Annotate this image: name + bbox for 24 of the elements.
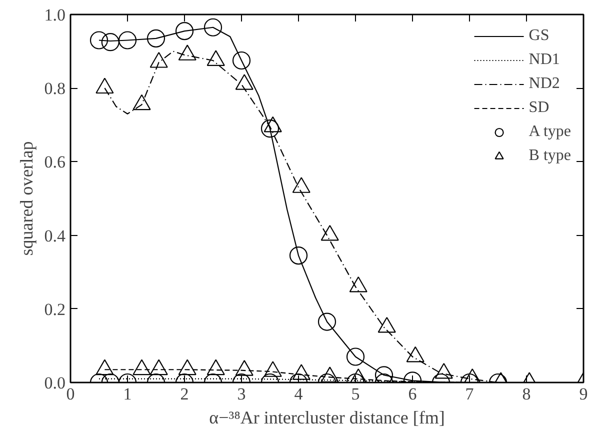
x-tick-label: 3 [237, 384, 246, 404]
legend-label: ND1 [528, 51, 560, 69]
x-tick-label: 9 [579, 384, 588, 404]
legend-label: A type [528, 123, 571, 141]
y-tick-label: 0.6 [44, 152, 66, 172]
x-tick-label: 8 [522, 384, 531, 404]
legend-label: B type [528, 147, 571, 165]
y-axis-title: squared overlap [16, 141, 36, 256]
legend-label: SD [528, 99, 550, 117]
y-tick-label: 0.0 [44, 374, 66, 392]
x-tick-label: 4 [294, 384, 304, 404]
x-tick-label: 2 [180, 384, 189, 404]
x-tick-label: 1 [123, 384, 132, 404]
legend-label: GS [528, 27, 550, 45]
x-tick-label: 6 [408, 384, 417, 404]
x-tick-label: 7 [465, 384, 474, 404]
x-tick-label: 0 [66, 384, 75, 404]
y-tick-label: 0.4 [44, 226, 66, 246]
x-axis-title: α−³⁸Ar intercluster distance [fm] [209, 408, 445, 428]
y-tick-label: 0.2 [44, 300, 66, 319]
legend-label: ND2 [528, 75, 560, 93]
y-tick-label: 1.0 [44, 6, 66, 24]
y-tick-label: 0.8 [44, 79, 66, 98]
x-tick-label: 5 [351, 384, 360, 404]
